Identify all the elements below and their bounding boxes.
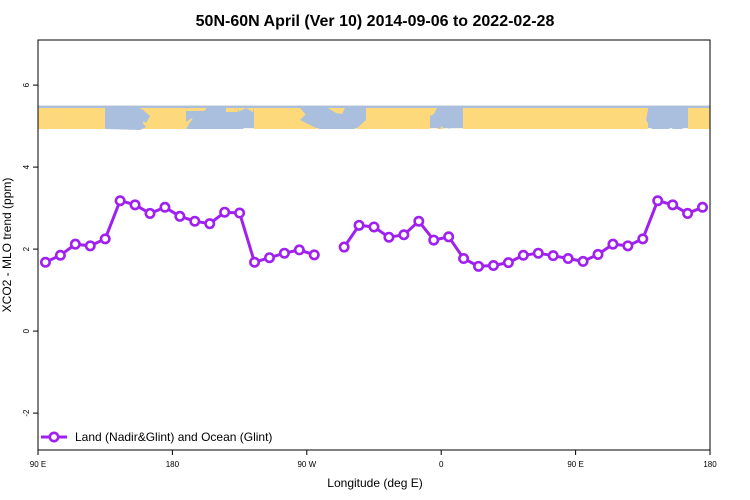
data-point [502, 257, 514, 269]
data-point [293, 244, 305, 256]
data-point [204, 218, 216, 230]
data-point [622, 240, 634, 252]
data-point [39, 256, 51, 268]
data-point [443, 231, 455, 243]
map-ocean-shape [105, 108, 146, 130]
data-point [129, 199, 141, 211]
x-tick-label: 180 [703, 460, 717, 469]
data-point [458, 253, 470, 265]
map-ocean-shape [186, 108, 254, 129]
y-axis-label: XCO2 - MLO trend (ppm) [0, 178, 14, 313]
data-point [592, 248, 604, 260]
data-point [547, 250, 559, 262]
y-tick-label: 2 [22, 246, 31, 251]
map-land-shape [430, 108, 437, 116]
y-tick-label: 4 [22, 164, 31, 169]
data-point [368, 221, 380, 233]
legend: Land (Nadir&Glint) and Ocean (Glint) [41, 430, 272, 444]
map-ocean-shape [455, 112, 463, 126]
data-point [84, 240, 96, 252]
x-tick-label: 90 E [30, 460, 46, 469]
data-point [562, 253, 574, 265]
map-ocean-shape [646, 110, 670, 129]
data-point [428, 234, 440, 246]
data-point [69, 238, 81, 250]
data-point [338, 241, 350, 253]
data-point [473, 260, 485, 272]
map-land-region [186, 108, 206, 111]
map-land-shape [92, 124, 105, 129]
data-point [263, 252, 275, 264]
data-point [54, 249, 66, 261]
x-axis: 90 E 180 90 W 0 90 E 180 [30, 450, 717, 469]
world-map-strip [38, 105, 710, 130]
data-point [532, 247, 544, 259]
series-layer [39, 195, 709, 272]
data-point [383, 231, 395, 243]
data-point [667, 199, 679, 211]
data-point [219, 206, 231, 218]
data-point [353, 219, 365, 231]
plot-frame [37, 39, 711, 451]
legend-marker-swatch [48, 431, 60, 443]
data-point [189, 215, 201, 227]
map-land-region [366, 108, 430, 129]
data-point [517, 249, 529, 261]
chart-title: 50N-60N April (Ver 10) 2014-09-06 to 202… [196, 13, 555, 30]
map-land-region [463, 108, 648, 129]
data-point [144, 207, 156, 219]
x-tick-label: 90 W [297, 460, 316, 469]
data-point [577, 255, 589, 267]
map-ocean-shape [318, 119, 356, 129]
data-point [607, 238, 619, 250]
data-point [99, 233, 111, 245]
x-axis-label: Longitude (deg E) [327, 476, 422, 490]
data-point [697, 201, 709, 213]
x-tick-label: 180 [166, 460, 180, 469]
data-point [413, 215, 425, 227]
map-land-region [146, 108, 186, 129]
x-tick-label: 0 [439, 460, 444, 469]
y-axis: -2 0 2 4 6 [22, 82, 38, 417]
map-ocean-shape [430, 113, 444, 129]
data-point [308, 249, 320, 261]
data-point [278, 247, 290, 259]
y-tick-label: 6 [22, 82, 31, 87]
data-point [652, 195, 664, 207]
map-land-shape [640, 108, 648, 129]
data-point [114, 195, 126, 207]
series-line [44, 199, 315, 264]
map-land-shape [67, 108, 92, 129]
map-land-region [226, 108, 238, 112]
map-land-shape [356, 120, 366, 129]
map-ocean-shape [132, 108, 150, 123]
map-ocean-shape [662, 108, 688, 120]
data-point [487, 259, 499, 271]
y-tick-label: 0 [22, 328, 31, 333]
data-point [174, 210, 186, 222]
data-point [637, 233, 649, 245]
data-point [398, 229, 410, 241]
map-land-region [688, 108, 710, 129]
data-point [159, 201, 171, 213]
y-tick-label: -2 [22, 409, 31, 417]
map-ocean-shape [672, 124, 683, 129]
data-point [249, 256, 261, 268]
map-land-shape [300, 120, 318, 129]
map-ocean-shape [300, 108, 328, 122]
map-land-shape [328, 108, 345, 114]
map-ocean-shape [345, 108, 366, 113]
legend-label: Land (Nadir&Glint) and Ocean (Glint) [75, 430, 272, 444]
x-tick-label: 90 E [567, 460, 583, 469]
map-ocean-shape [444, 110, 455, 129]
map-land-region [254, 108, 300, 129]
data-point [234, 207, 246, 219]
data-point [682, 207, 694, 219]
